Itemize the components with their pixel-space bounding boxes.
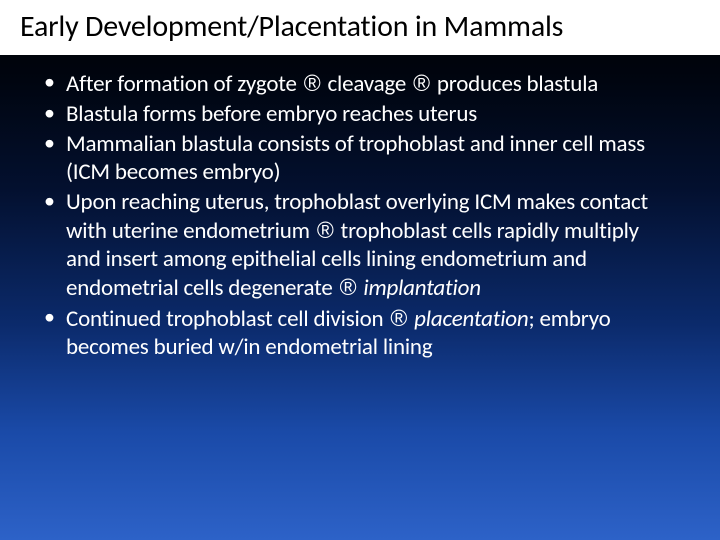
- text-segment: After formation of zygote: [66, 70, 302, 98]
- title-band: Early Development/Placentation in Mammal…: [0, 0, 720, 55]
- bullet-item: After formation of zygote ® cleavage ® p…: [42, 69, 678, 98]
- text-segment: cleavage: [323, 70, 412, 98]
- arrow-icon: ®: [315, 217, 336, 243]
- arrow-icon: ®: [411, 70, 432, 96]
- text-segment: Continued trophoblast cell division: [66, 305, 388, 333]
- slide-body: After formation of zygote ® cleavage ® p…: [0, 55, 720, 361]
- bullet-item: Blastula forms before embryo reaches ute…: [42, 100, 678, 128]
- arrow-icon: ®: [302, 70, 323, 96]
- arrow-icon: ®: [338, 274, 359, 300]
- bullet-item: Continued trophoblast cell division ® pl…: [42, 304, 678, 361]
- slide: Early Development/Placentation in Mammal…: [0, 0, 720, 540]
- italic-text: placentation: [414, 305, 528, 333]
- text-segment: produces blastula: [432, 70, 598, 98]
- arrow-icon: ®: [388, 305, 409, 331]
- slide-title: Early Development/Placentation in Mammal…: [20, 10, 700, 45]
- bullet-item: Upon reaching uterus, trophoblast overly…: [42, 188, 678, 302]
- text-segment: Blastula forms before embryo reaches ute…: [66, 100, 477, 128]
- italic-text: implantation: [363, 274, 480, 302]
- text-segment: Mammalian blastula consists of trophobla…: [66, 130, 645, 186]
- bullet-item: Mammalian blastula consists of trophobla…: [42, 130, 678, 186]
- bullet-list: After formation of zygote ® cleavage ® p…: [42, 69, 678, 361]
